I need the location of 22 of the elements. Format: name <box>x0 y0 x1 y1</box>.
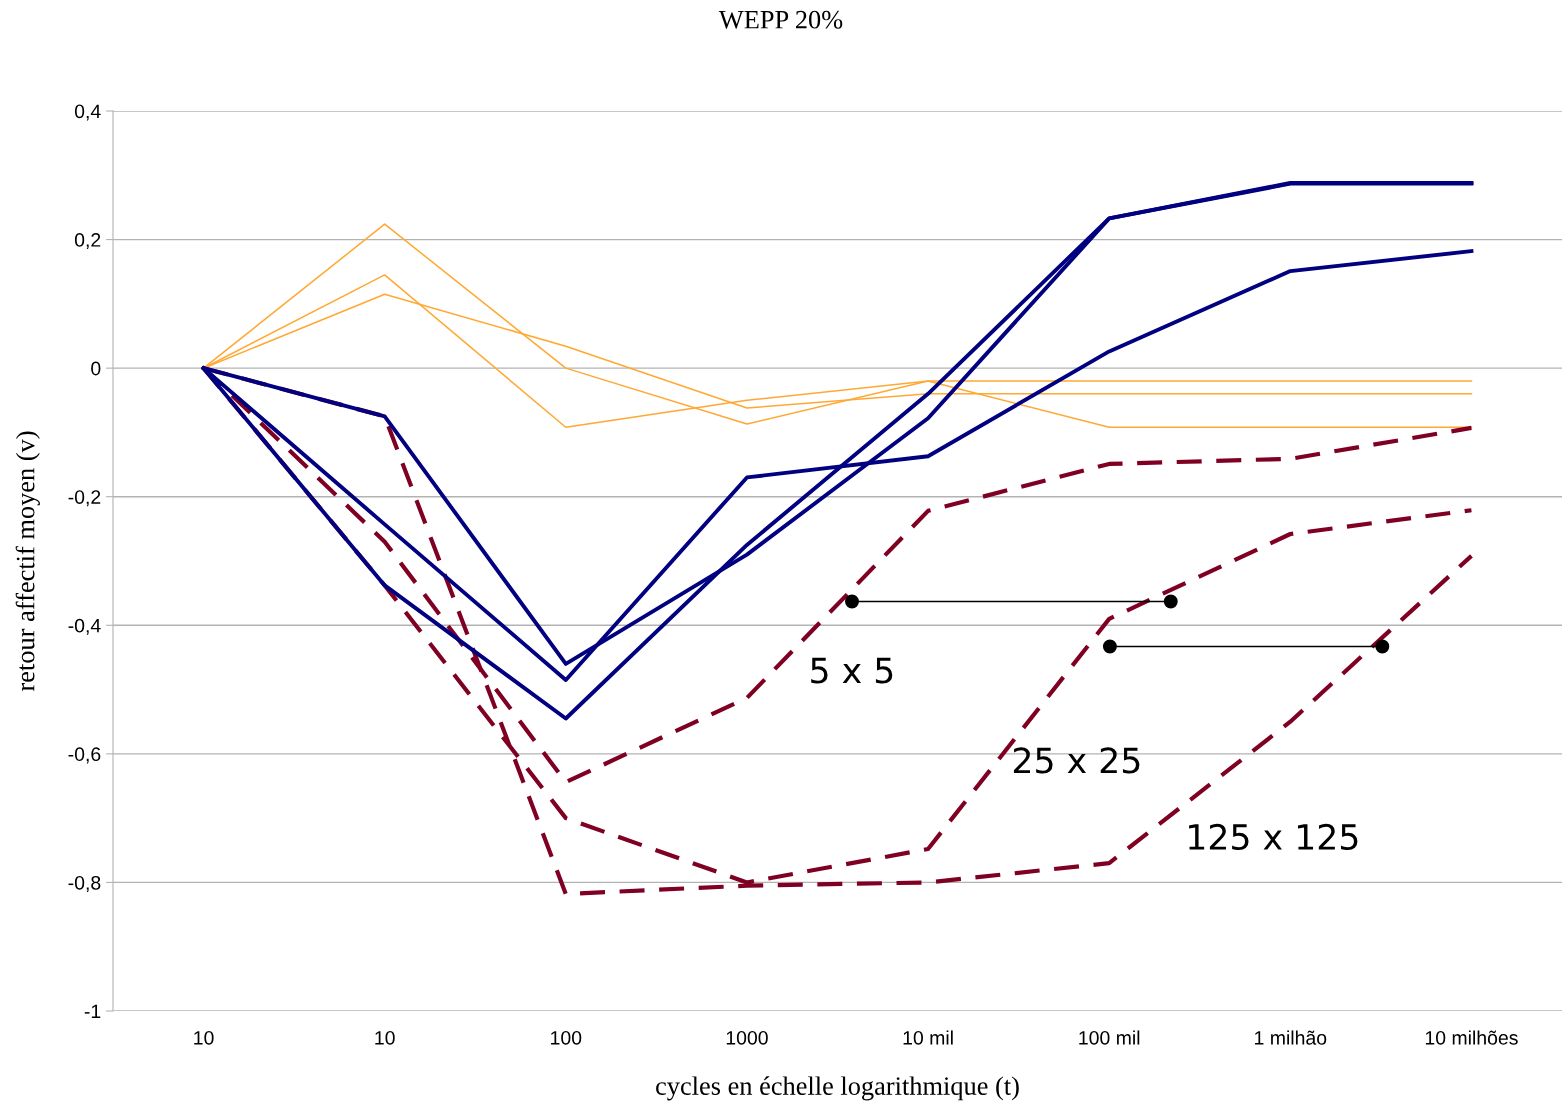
y-tick-label: 0,2 <box>74 233 101 250</box>
y-tick-label: -0,6 <box>68 747 101 764</box>
series-label: 5 x 5 <box>811 657 893 684</box>
y-tick-label: -0,2 <box>68 490 101 507</box>
x-tick-label: 10 <box>194 1030 214 1045</box>
x-tick-label: 10 <box>375 1030 395 1045</box>
x-tick-label: 10 mil <box>903 1030 953 1045</box>
y-tick-label: 0 <box>91 361 101 376</box>
y-tick-label: -0,4 <box>68 618 101 635</box>
x-axis-title: cycles en échelle logarithmique (t) <box>656 1076 1019 1101</box>
chart-title: WEPP 20% <box>718 10 843 29</box>
y-axis-title: retour affectif moyen (v) <box>15 431 40 692</box>
x-tick-label: 1000 <box>726 1030 768 1045</box>
y-tick-label: -1 <box>84 1004 101 1019</box>
series-label: 125 x 125 <box>1189 823 1358 851</box>
x-tick-label: 100 mil <box>1079 1030 1140 1045</box>
series-label: 25 x 25 <box>1013 747 1140 774</box>
y-tick-label: -0,8 <box>68 875 101 892</box>
x-tick-label: 100 <box>551 1030 582 1045</box>
y-tick-label: 0,4 <box>74 104 101 121</box>
x-tick-label: 1 milhão <box>1255 1030 1327 1045</box>
x-tick-label: 10 milhões <box>1425 1030 1518 1045</box>
